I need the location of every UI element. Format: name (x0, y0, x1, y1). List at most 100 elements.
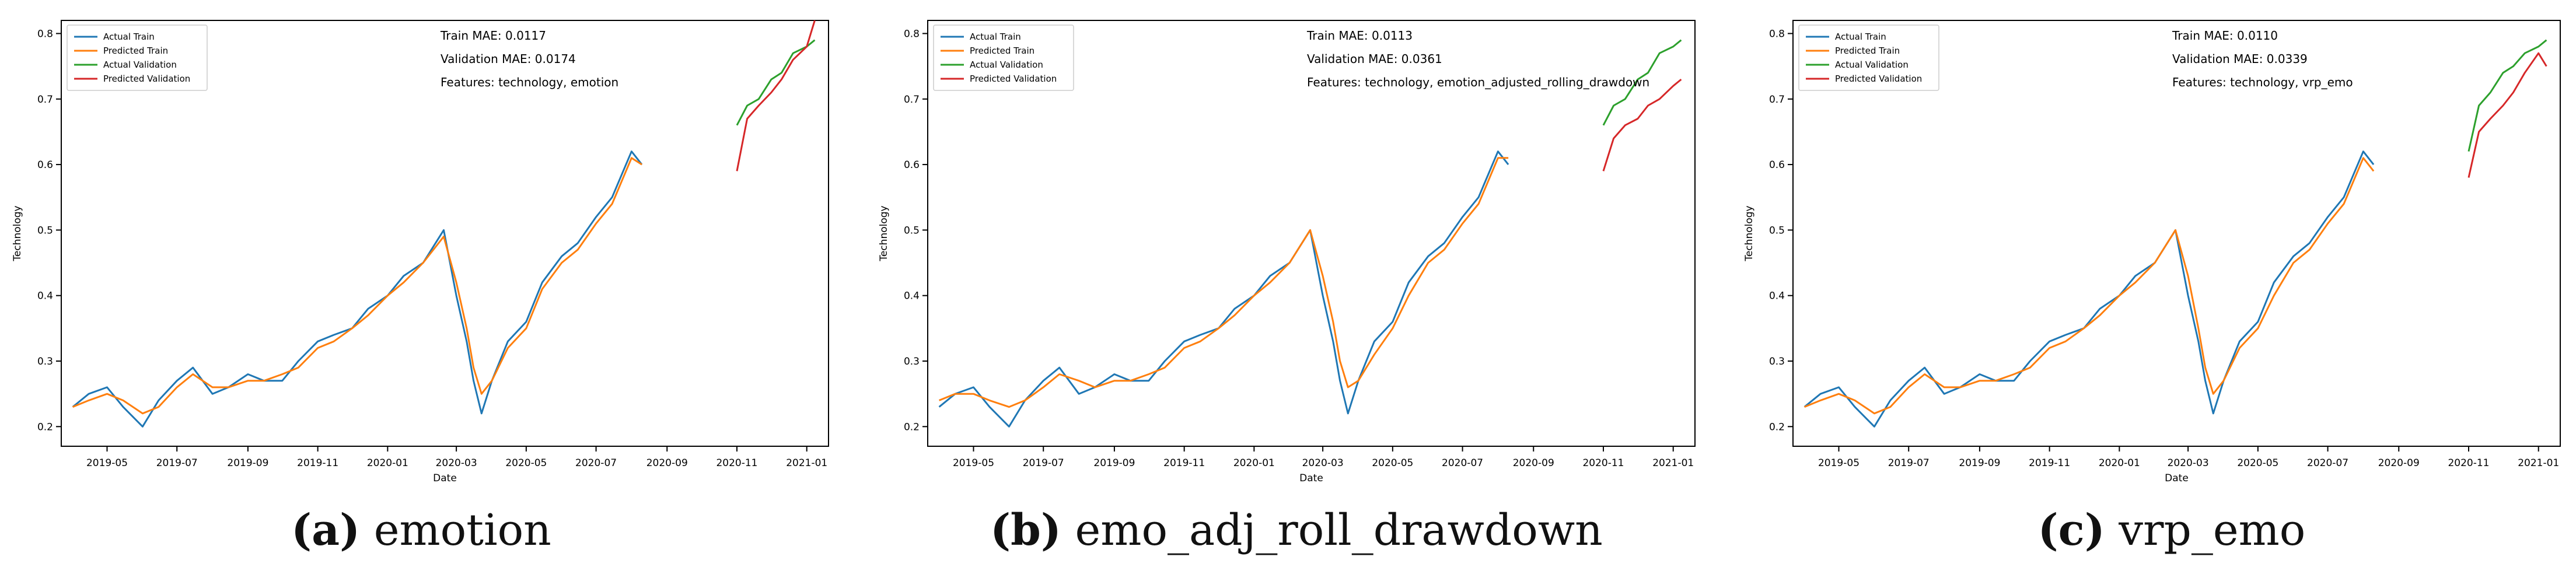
x-tick-label-c: 2020-09 (2378, 457, 2420, 469)
x-tick-label-a: 2020-09 (646, 457, 688, 469)
legend-label-predicted-train-a: Predicted Train (103, 46, 168, 56)
series-line-actual-train-c (1803, 150, 2375, 428)
caption-c-name: vrp_emo (2119, 505, 2306, 555)
y-tick-label-c: 0.4 (1769, 290, 1785, 302)
series-line-predicted-train-b (939, 157, 1509, 408)
legend-label-predicted-train-c: Predicted Train (1835, 46, 1900, 56)
x-tick-label-c: 2019-07 (1888, 457, 1930, 469)
y-tick-label-c: 0.3 (1769, 356, 1785, 368)
x-tick-label-c: 2020-03 (2168, 457, 2209, 469)
x-tick-label-a: 2019-09 (227, 457, 268, 469)
chart-panel-c: 2019-05 2019-07 2019-09 2019-11 2020-01 2020-… (1743, 20, 2561, 484)
y-axis-label-c: Technology (1743, 205, 1755, 261)
y-tick-label-c: 0.2 (1769, 421, 1785, 433)
x-tick-label-b: 2020-01 (1233, 457, 1275, 469)
x-tick-label-a: 2020-05 (505, 457, 547, 469)
x-tick-label-b: 2019-11 (1163, 457, 1205, 469)
series-line-actual-validation-b (1602, 39, 1682, 126)
train-mae-text-b: Train MAE: 0.0113 (1306, 29, 1413, 43)
x-tick-label-a: 2020-03 (436, 457, 477, 469)
validation-mae-text-a: Validation MAE: 0.0174 (441, 52, 576, 66)
y-tick-label-b: 0.6 (904, 159, 920, 171)
y-tick-label-a: 0.7 (37, 94, 53, 106)
y-tick-label-b: 0.4 (904, 290, 920, 302)
y-axis-label-a: Technology (12, 205, 23, 261)
caption-b-tag: (b) (990, 505, 1061, 555)
y-tick-label-a: 0.6 (37, 159, 53, 171)
series-line-predicted-validation-b (1602, 78, 1682, 172)
legend-label-actual-validation-a: Actual Validation (103, 60, 177, 70)
y-tick-label-a: 0.8 (37, 28, 53, 40)
y-tick-label-b: 0.5 (904, 225, 920, 236)
x-tick-label-b: 2020-09 (1513, 457, 1554, 469)
x-axis-label-b: Date (1299, 473, 1323, 484)
x-tick-label-c: 2021-01 (2518, 457, 2559, 469)
y-tick-label-a: 0.3 (37, 356, 53, 368)
caption-a-name: emotion (373, 505, 551, 555)
legend-label-predicted-train-b: Predicted Train (970, 46, 1034, 56)
y-tick-label-b: 0.8 (904, 28, 920, 40)
y-axis-label-b: Technology (878, 205, 890, 261)
x-tick-label-a: 2020-01 (367, 457, 408, 469)
x-tick-label-a: 2019-05 (86, 457, 128, 469)
x-tick-label-c: 2019-05 (1818, 457, 1860, 469)
legend-label-actual-validation-c: Actual Validation (1835, 60, 1909, 70)
series-line-actual-validation-c (2467, 39, 2547, 152)
x-tick-label-b: 2020-03 (1302, 457, 1344, 469)
x-tick-label-b: 2021-01 (1652, 457, 1694, 469)
validation-mae-text-b: Validation MAE: 0.0361 (1307, 52, 1442, 66)
figure-canvas: 2019-05 2019-07 2019-09 2019-11 2020-01 2020-… (12, 20, 2561, 484)
caption-b-name: emo_adj_roll_drawdown (1075, 505, 1603, 555)
legend-label-predicted-validation-b: Predicted Validation (970, 74, 1057, 84)
x-tick-label-a: 2020-07 (575, 457, 617, 469)
y-tick-label-b: 0.7 (904, 94, 920, 106)
train-mae-text-c: Train MAE: 0.0110 (2172, 29, 2278, 43)
y-tick-label-a: 0.5 (37, 225, 53, 236)
x-tick-label-c: 2020-07 (2307, 457, 2348, 469)
x-tick-label-c: 2020-01 (2099, 457, 2140, 469)
x-tick-label-b: 2020-07 (1442, 457, 1483, 469)
y-tick-label-b: 0.3 (904, 356, 920, 368)
y-tick-label-c: 0.5 (1769, 225, 1785, 236)
legend-label-actual-train-c: Actual Train (1835, 32, 1886, 42)
x-tick-label-b: 2019-09 (1093, 457, 1135, 469)
series-line-actual-train-b (938, 150, 1509, 428)
y-tick-label-c: 0.6 (1769, 159, 1785, 171)
legend-label-predicted-validation-c: Predicted Validation (1835, 74, 1922, 84)
x-tick-label-a: 2021-01 (786, 457, 827, 469)
x-tick-label-b: 2019-07 (1023, 457, 1064, 469)
caption-c: (c) vrp_emo (1763, 505, 2576, 555)
y-tick-label-c: 0.7 (1769, 94, 1785, 106)
y-tick-label-c: 0.8 (1769, 28, 1785, 40)
caption-a: (a) emotion (13, 505, 830, 555)
features-text-b: Features: technology, emotion_adjusted_r… (1307, 75, 1649, 89)
legend-label-actual-train-b: Actual Train (970, 32, 1021, 42)
x-tick-label-a: 2020-11 (716, 457, 757, 469)
x-tick-label-c: 2020-05 (2237, 457, 2278, 469)
y-tick-label-b: 0.2 (904, 421, 920, 433)
legend-label-predicted-validation-a: Predicted Validation (103, 74, 190, 84)
x-tick-label-b: 2020-11 (1582, 457, 1624, 469)
series-line-predicted-train-c (1804, 157, 2375, 415)
series-line-predicted-validation-a (736, 20, 816, 172)
x-axis-label-a: Date (433, 473, 457, 484)
train-mae-text-a: Train MAE: 0.0117 (440, 29, 546, 43)
features-text-c: Features: technology, vrp_emo (2172, 75, 2353, 89)
x-tick-label-c: 2020-11 (2448, 457, 2489, 469)
validation-mae-text-c: Validation MAE: 0.0339 (2172, 52, 2308, 66)
y-tick-label-a: 0.2 (37, 421, 53, 433)
legend-box-c (1798, 24, 1939, 91)
series-line-actual-train-a (72, 150, 643, 428)
x-tick-label-a: 2019-11 (297, 457, 338, 469)
caption-b: (b) emo_adj_roll_drawdown (888, 505, 1705, 555)
x-tick-label-c: 2019-11 (2029, 457, 2070, 469)
x-tick-label-c: 2019-09 (1959, 457, 2000, 469)
chart-panel-a: 2019-05 2019-07 2019-09 2019-11 2020-01 2020-… (12, 20, 829, 484)
legend-label-actual-train-a: Actual Train (103, 32, 155, 42)
caption-c-tag: (c) (2037, 505, 2105, 555)
x-axis-label-c: Date (2165, 473, 2189, 484)
series-line-predicted-train-a (72, 157, 642, 415)
x-tick-label-b: 2019-05 (953, 457, 994, 469)
caption-a-tag: (a) (291, 505, 361, 555)
y-tick-label-a: 0.4 (37, 290, 53, 302)
